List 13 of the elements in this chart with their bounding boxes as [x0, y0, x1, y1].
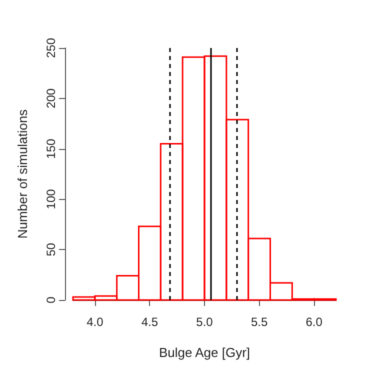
y-tick-label: 100 — [44, 188, 58, 210]
y-tick-label: 50 — [44, 242, 58, 256]
x-tick-label: 4.0 — [86, 315, 104, 329]
y-axis-title: Number of simulations — [15, 108, 30, 239]
y-tick-label: 150 — [44, 138, 58, 159]
x-axis-title: Bulge Age [Gyr] — [158, 345, 250, 360]
x-tick-label: 5.0 — [196, 315, 214, 329]
x-tick-label: 5.5 — [250, 315, 268, 329]
y-tick-label: 0 — [44, 296, 58, 304]
y-tick-label: 200 — [44, 88, 58, 108]
x-tick-label: 6.0 — [306, 315, 323, 329]
x-tick-label: 4.5 — [141, 315, 158, 329]
y-tick-label: 250 — [44, 38, 58, 58]
